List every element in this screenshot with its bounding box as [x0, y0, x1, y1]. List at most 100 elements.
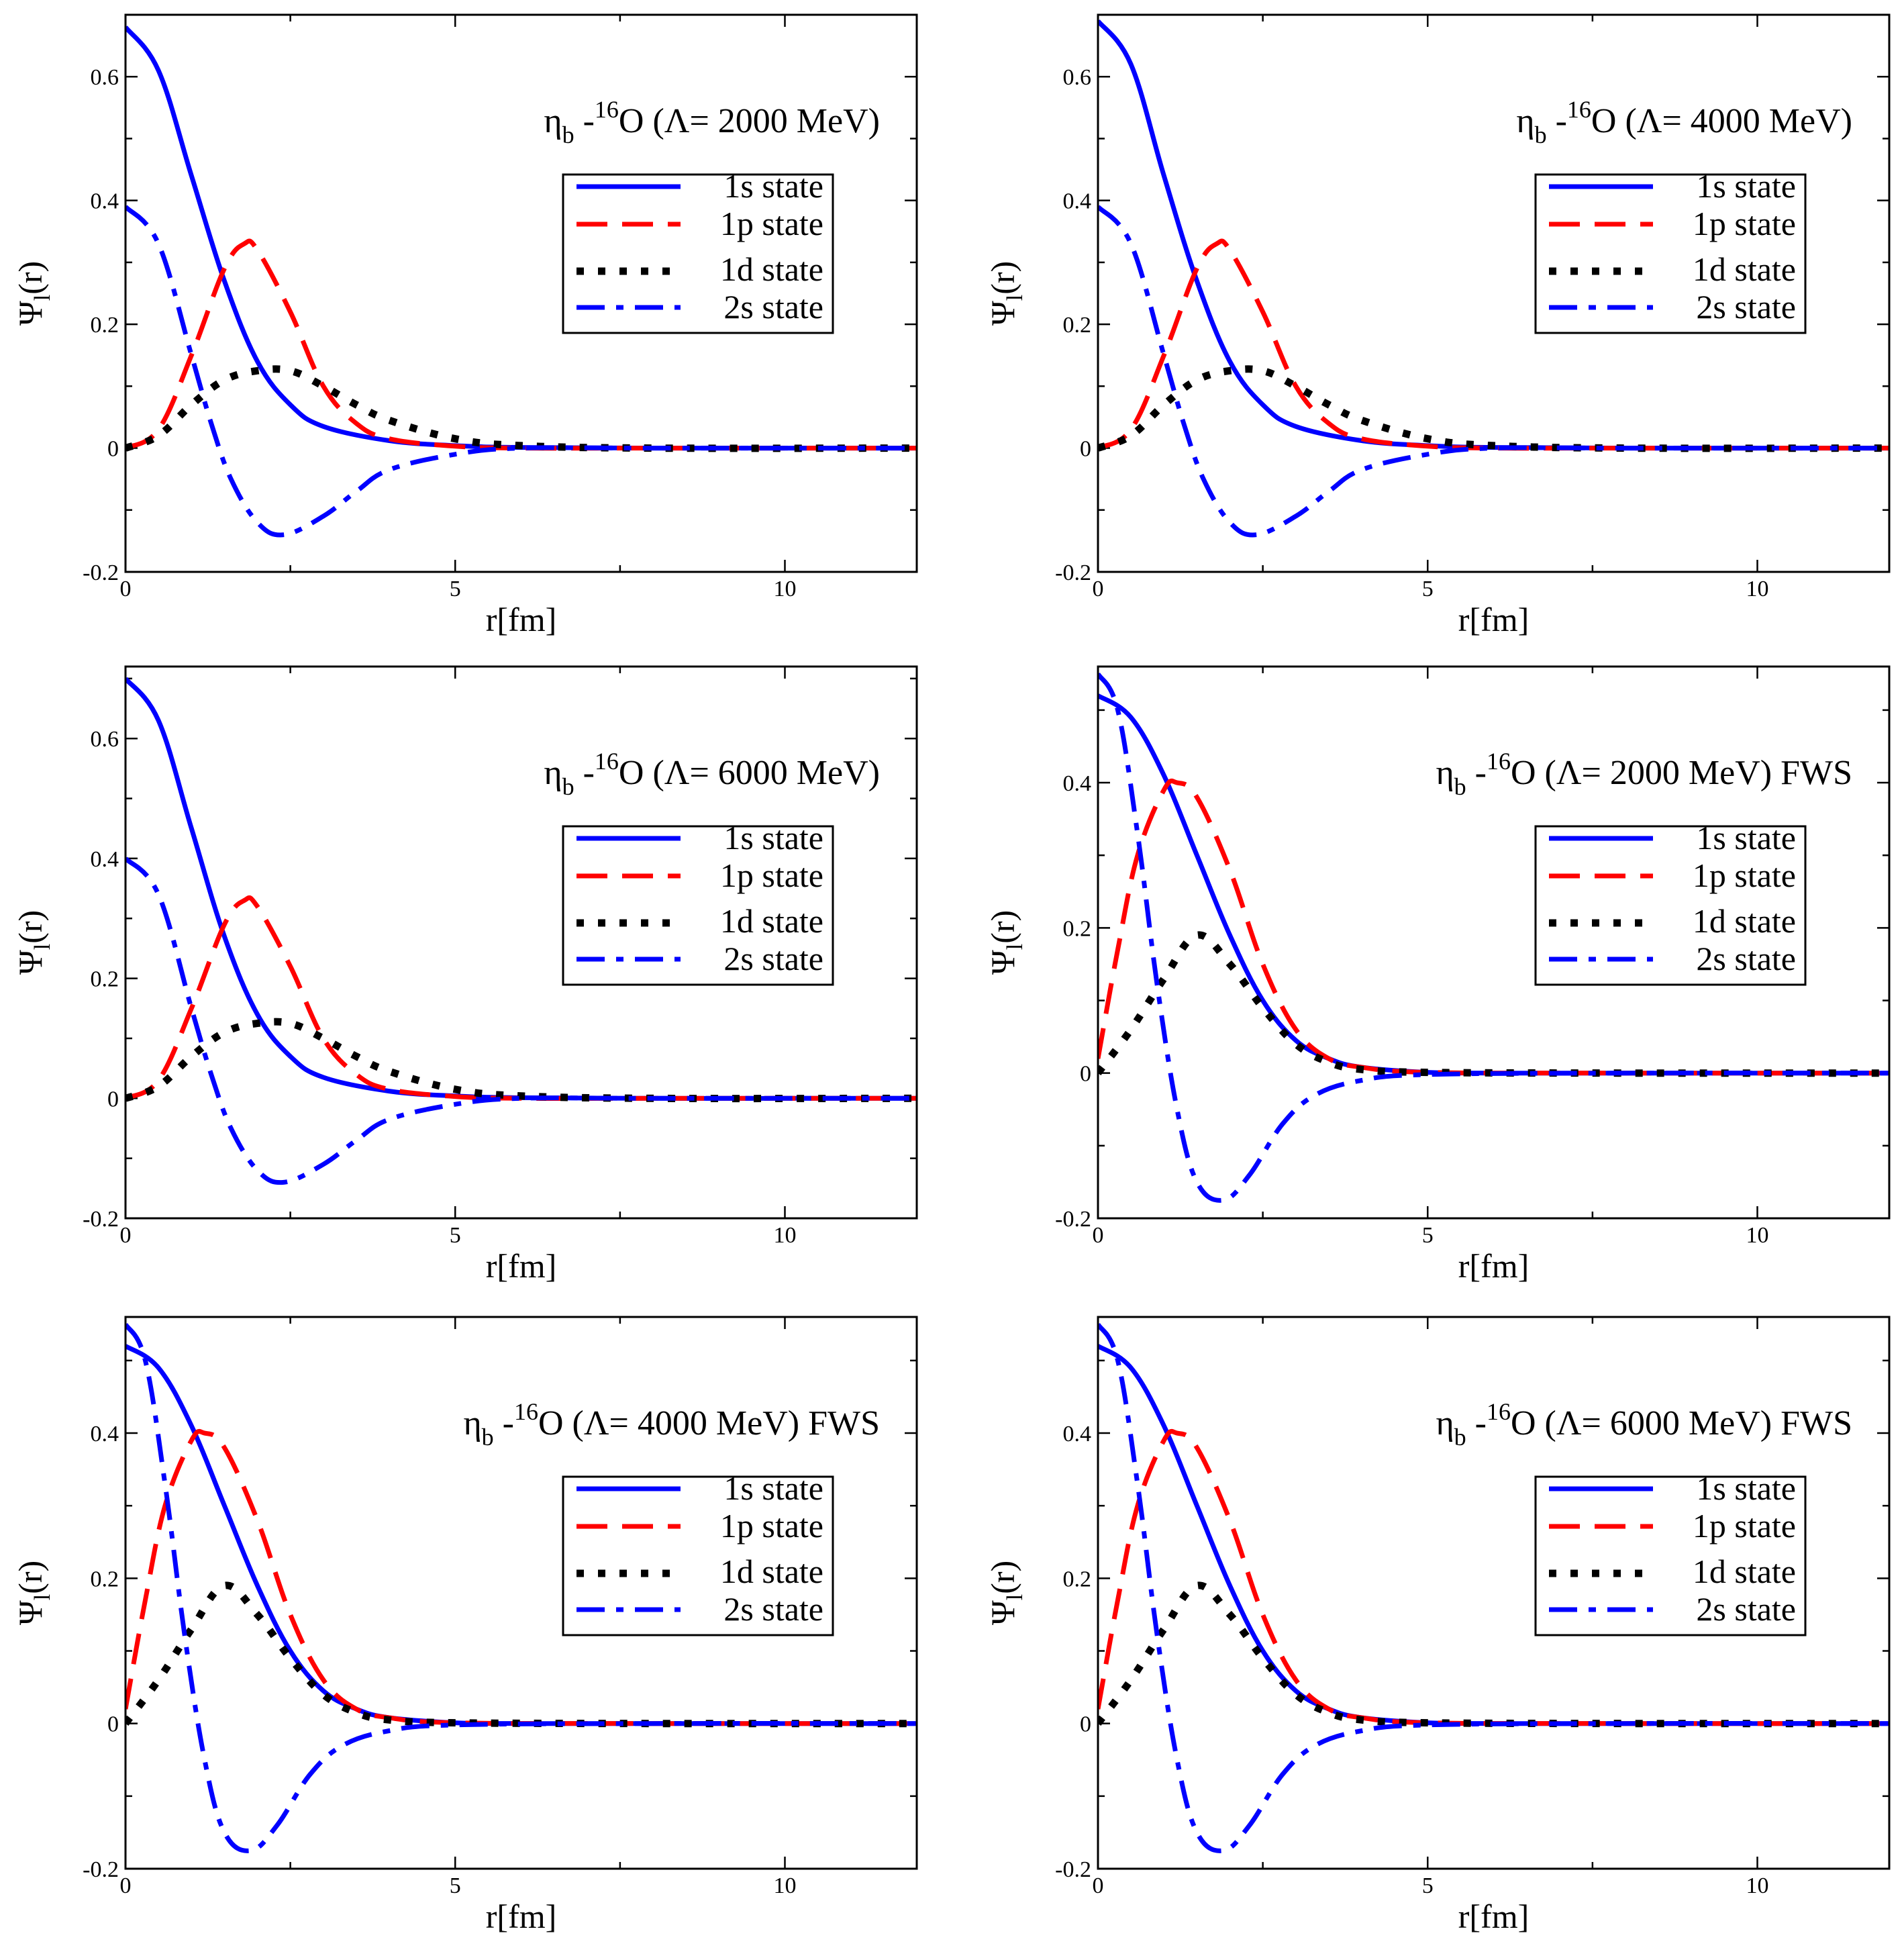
y-tick-label: 0.4: [1063, 771, 1092, 796]
series-line-1d-state: [1098, 365, 1889, 452]
legend-label: 1s state: [1696, 1469, 1796, 1507]
legend-label: 1d state: [1693, 902, 1796, 940]
plot-frame: [124, 665, 918, 1220]
panel-6: 0 5 10-0.200.20.4r[fm]Ψl(r)ηb -16O (Λ= 600…: [984, 1316, 1891, 1935]
x-axis-label: r[fm]: [1458, 601, 1530, 638]
series-line-1d-state: [1098, 1581, 1889, 1728]
legend-label: 1p state: [1693, 1507, 1796, 1545]
y-axis-label: Ψl(r): [11, 910, 55, 975]
x-axis-label: r[fm]: [1458, 1247, 1530, 1285]
plot-frame: [1097, 1316, 1891, 1870]
panel-title: ηb -16O (Λ= 4000 MeV) FWS: [463, 1398, 880, 1451]
legend-box: [562, 1475, 834, 1636]
y-tick-label: -0.2: [83, 1207, 119, 1232]
legend-label: 1d state: [720, 250, 823, 288]
title-rest: O (Λ= 2000 MeV): [619, 102, 880, 140]
x-axis-label: r[fm]: [486, 1898, 557, 1935]
legend-label: 1d state: [1693, 250, 1796, 288]
legend-label: 1d state: [720, 902, 823, 940]
legend-label: 1s state: [723, 1469, 823, 1507]
y-tick-label: -0.2: [1055, 1207, 1091, 1232]
legend-label: 2s state: [723, 1590, 823, 1628]
series-line-1d-state: [126, 365, 917, 452]
title-eta-sub: b: [1454, 1424, 1466, 1451]
legend-label: 1s state: [1696, 819, 1796, 856]
title-dash: -: [494, 1404, 514, 1442]
title-eta-sub: b: [1454, 773, 1466, 800]
series-group: [126, 26, 917, 538]
x-tick-label: 5: [1422, 1223, 1434, 1248]
title-mass: 16: [595, 96, 619, 123]
y-axis-label: Ψl(r): [984, 1561, 1028, 1625]
legend-label: 1p state: [1693, 205, 1796, 242]
panel-4: 0 5 10-0.200.20.4r[fm]Ψl(r)ηb -16O (Λ= 200…: [984, 665, 1891, 1285]
title-eta-sub: b: [482, 1424, 494, 1451]
y-tick-label: 0.2: [91, 967, 119, 992]
y-tick-label: -0.2: [1055, 1857, 1091, 1882]
x-tick-label: 0: [1093, 1873, 1104, 1898]
series-line-1d-state: [126, 1018, 917, 1103]
x-tick-label: 10: [1746, 1873, 1769, 1898]
y-label-psi: Ψ: [11, 1600, 49, 1625]
legend-label: 1p state: [720, 1507, 823, 1545]
x-tick-label: 5: [450, 1873, 461, 1898]
legend-box: [562, 825, 834, 986]
series-line-2s-state: [126, 1322, 917, 1853]
x-tick-label: 0: [1093, 577, 1104, 601]
title-eta: η: [1436, 1404, 1454, 1442]
title-rest: O (Λ= 2000 MeV) FWS: [1511, 754, 1852, 792]
y-label-sub: l: [30, 295, 55, 301]
legend-label: 1s state: [723, 819, 823, 856]
series-group: [1098, 1322, 1889, 1853]
legend-label: 1d state: [720, 1553, 823, 1590]
y-label-rest: (r): [984, 261, 1021, 295]
panel-3: 0 5 10-0.200.20.40.6r[fm]Ψl(r)ηb -16O (Λ= …: [11, 665, 918, 1285]
x-tick-label: 0: [120, 577, 132, 601]
series-line-2s-state: [1098, 1322, 1889, 1853]
x-tick-label: 10: [774, 577, 797, 601]
legend-label: 1p state: [1693, 856, 1796, 894]
y-label-rest: (r): [11, 1561, 49, 1594]
y-tick-label: 0.2: [91, 1567, 119, 1591]
y-tick-label: 0: [107, 1712, 119, 1737]
x-tick-label: 10: [774, 1223, 797, 1248]
series-group: [126, 1322, 917, 1853]
x-tick-label: 5: [450, 1223, 461, 1248]
x-axis-label: r[fm]: [1458, 1898, 1530, 1935]
legend-label: 2s state: [723, 940, 823, 977]
y-label-rest: (r): [984, 1561, 1021, 1594]
title-eta: η: [1436, 754, 1454, 792]
y-axis-label: Ψl(r): [984, 261, 1028, 326]
series-line-1d-state: [126, 1581, 917, 1728]
y-tick-label: 0.4: [91, 847, 119, 872]
series-group: [1098, 672, 1889, 1203]
title-dash: -: [574, 754, 595, 792]
y-tick-label: 0.4: [1063, 1422, 1092, 1447]
legend-label: 1s state: [1696, 167, 1796, 205]
y-tick-label: 0.4: [91, 1422, 119, 1447]
series-line-2s-state: [126, 856, 917, 1185]
panel-1: 0 5 10-0.200.20.40.6r[fm]Ψl(r)ηb -16O (Λ= …: [11, 13, 918, 638]
y-label-psi: Ψ: [11, 950, 49, 975]
plot-frame: [124, 1316, 918, 1870]
series-line-1s-state: [126, 26, 917, 451]
y-tick-label: 0: [107, 1087, 119, 1112]
y-label-sub: l: [1003, 1594, 1028, 1600]
legend-box: [1534, 173, 1807, 334]
y-tick-label: 0: [107, 437, 119, 462]
y-tick-label: 0.2: [1063, 916, 1092, 941]
legend-box: [562, 173, 834, 334]
panel-title: ηb -16O (Λ= 2000 MeV) FWS: [1436, 748, 1852, 800]
legend-box: [1534, 1475, 1807, 1636]
y-tick-label: -0.2: [83, 1857, 119, 1882]
y-tick-label: 0.6: [91, 727, 119, 752]
y-label-sub: l: [1003, 944, 1028, 950]
title-mass: 16: [1487, 1398, 1511, 1425]
y-label-sub: l: [30, 944, 55, 950]
panel-title: ηb -16O (Λ= 6000 MeV): [544, 748, 880, 800]
panel-5: 0 5 10-0.200.20.4r[fm]Ψl(r)ηb -16O (Λ= 400…: [11, 1316, 918, 1935]
y-label-psi: Ψ: [984, 301, 1021, 326]
